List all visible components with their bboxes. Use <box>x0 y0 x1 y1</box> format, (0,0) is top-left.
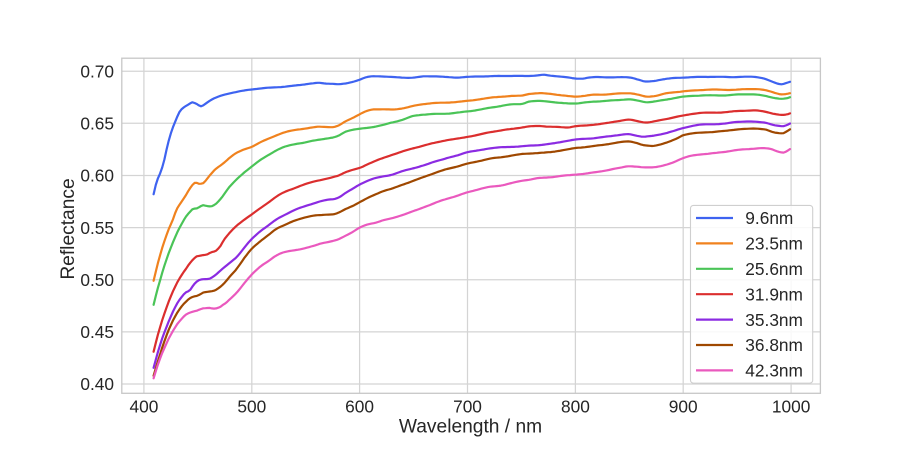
svg-text:25.6nm: 25.6nm <box>745 259 803 279</box>
svg-text:0.70: 0.70 <box>80 61 114 81</box>
svg-text:0.45: 0.45 <box>80 322 114 342</box>
svg-text:500: 500 <box>237 397 266 417</box>
svg-text:800: 800 <box>561 397 590 417</box>
svg-text:400: 400 <box>129 397 158 417</box>
svg-text:700: 700 <box>453 397 482 417</box>
svg-text:35.3nm: 35.3nm <box>745 310 803 330</box>
svg-text:23.5nm: 23.5nm <box>745 234 803 254</box>
svg-text:Reflectance: Reflectance <box>58 178 79 279</box>
svg-text:600: 600 <box>345 397 374 417</box>
svg-text:0.65: 0.65 <box>80 114 114 134</box>
svg-text:Wavelength / nm: Wavelength / nm <box>399 417 542 438</box>
svg-text:900: 900 <box>669 397 698 417</box>
svg-text:36.8nm: 36.8nm <box>745 335 803 355</box>
svg-text:0.60: 0.60 <box>80 166 114 186</box>
svg-text:9.6nm: 9.6nm <box>745 208 793 228</box>
svg-text:31.9nm: 31.9nm <box>745 284 803 304</box>
svg-text:42.3nm: 42.3nm <box>745 361 803 381</box>
svg-text:0.40: 0.40 <box>80 374 114 394</box>
svg-text:1000: 1000 <box>772 397 810 417</box>
svg-text:0.50: 0.50 <box>80 270 114 290</box>
svg-text:0.55: 0.55 <box>80 218 114 238</box>
